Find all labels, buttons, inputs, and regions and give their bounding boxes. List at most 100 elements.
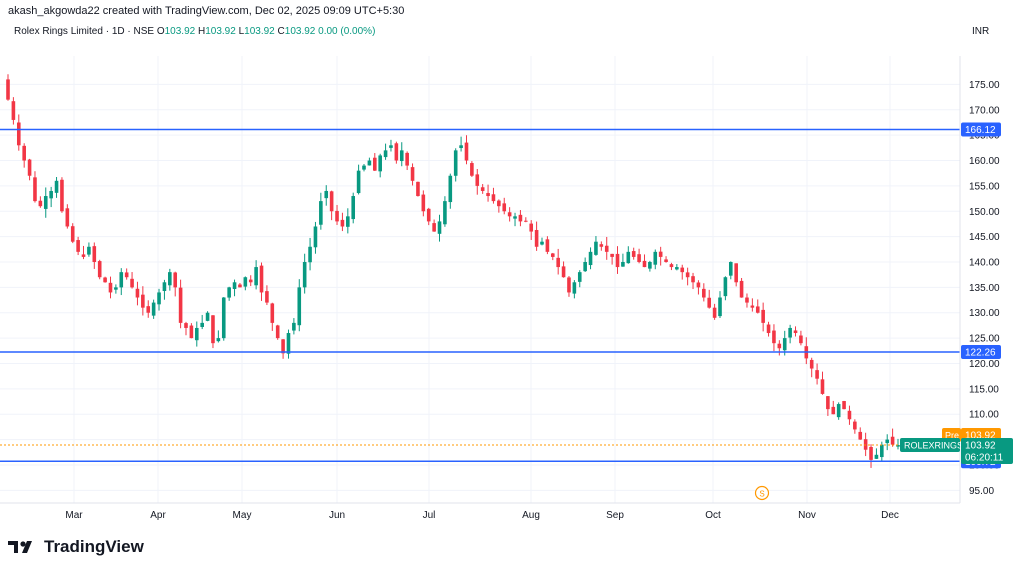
candle — [194, 321, 199, 347]
candle-body — [103, 277, 107, 283]
candle-body — [734, 263, 738, 283]
candle-body — [761, 309, 765, 323]
candle — [346, 208, 350, 234]
price-tags-layer: 166.12122.26100.72103.92PreROLEXRINGS103… — [900, 122, 1013, 469]
candle-body — [141, 294, 145, 308]
candle — [550, 252, 555, 261]
candle-body — [270, 303, 275, 323]
candle — [788, 324, 792, 344]
candle — [567, 276, 571, 297]
candle-body — [238, 284, 242, 288]
candle-body — [189, 325, 194, 339]
price-tick-label: 95.00 — [969, 486, 994, 497]
candle-body — [815, 370, 819, 379]
candle-body — [480, 187, 485, 191]
candle-body — [292, 322, 296, 331]
candle-body — [6, 79, 10, 100]
candle-body — [470, 163, 474, 176]
candle-body — [346, 216, 350, 227]
tradingview-logo-text: TradingView — [44, 537, 144, 556]
candle — [486, 184, 490, 202]
candle — [696, 280, 701, 295]
candle — [421, 190, 426, 217]
candle-body — [389, 145, 393, 148]
candle-body — [443, 201, 447, 225]
candle — [270, 302, 275, 331]
candle — [389, 139, 393, 152]
candle — [750, 298, 755, 312]
candle-body — [432, 223, 436, 232]
candle — [453, 148, 458, 182]
candle-body — [831, 406, 836, 415]
candle-body — [793, 330, 798, 334]
candle-body — [168, 272, 172, 286]
candle-body — [712, 307, 717, 318]
candle — [22, 143, 26, 168]
candle-body — [696, 282, 701, 288]
candle-body — [820, 379, 825, 394]
candle — [416, 181, 420, 197]
candle-body — [43, 196, 48, 209]
candle-body — [858, 431, 863, 440]
candle-body — [550, 253, 555, 257]
candle — [33, 171, 37, 203]
candle — [168, 268, 172, 291]
candle — [302, 253, 307, 294]
candle — [572, 280, 577, 299]
close-value: 103.92 — [284, 26, 316, 37]
candle — [497, 199, 501, 213]
candle — [556, 248, 560, 275]
candle-body — [648, 261, 652, 269]
candle — [772, 324, 776, 352]
candle — [329, 190, 334, 221]
candle-body — [426, 208, 431, 222]
candle — [281, 339, 285, 359]
candle-body — [308, 246, 312, 263]
candle-body — [853, 421, 857, 430]
candle-body — [11, 101, 16, 120]
candle-body — [826, 396, 830, 410]
time-tick-label: Jul — [423, 510, 436, 521]
candle-body — [275, 325, 280, 339]
candle-body — [707, 297, 712, 308]
candle — [178, 279, 183, 329]
candle — [103, 276, 107, 283]
candle — [890, 428, 895, 447]
candle — [65, 204, 70, 229]
candle-body — [540, 241, 544, 245]
candle-body — [259, 265, 264, 293]
time-tick-label: Nov — [798, 510, 816, 521]
symbol-name[interactable]: Rolex Rings Limited · 1D · NSE — [14, 26, 155, 37]
candle — [545, 236, 550, 255]
candle-body — [313, 226, 318, 248]
candle — [658, 246, 663, 266]
candle — [141, 286, 145, 316]
change-value: 0.00 (0.00%) — [318, 26, 376, 37]
candle-body — [842, 401, 846, 410]
candle-body — [281, 339, 285, 354]
candle — [135, 281, 140, 306]
candle — [491, 187, 496, 204]
candle — [124, 268, 129, 280]
tradingview-logo-icon — [8, 541, 32, 553]
candle — [216, 330, 221, 343]
candle — [610, 253, 614, 265]
candle — [372, 153, 377, 171]
candle — [766, 321, 771, 337]
candle — [286, 329, 291, 359]
candles-layer — [6, 74, 900, 468]
candle-body — [728, 261, 733, 276]
candle-body — [65, 208, 70, 227]
candle — [529, 220, 534, 240]
candle-body — [653, 251, 658, 265]
candle — [265, 285, 269, 306]
dividend-marker-icon[interactable]: S — [754, 485, 770, 501]
candle-body — [782, 338, 787, 351]
candle — [885, 434, 890, 451]
candle-body — [772, 330, 776, 344]
candle — [227, 286, 231, 301]
candle-body — [610, 253, 614, 257]
candle — [448, 173, 453, 209]
